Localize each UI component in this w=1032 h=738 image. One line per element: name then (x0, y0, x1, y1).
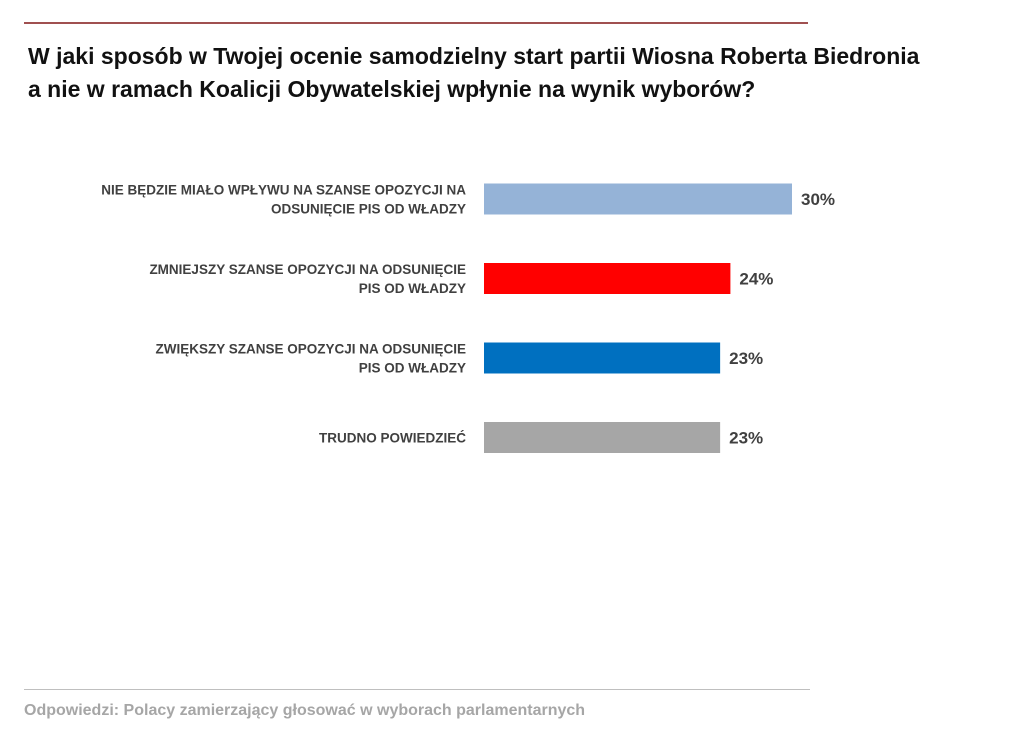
category-label-3-line-1: ZWIĘKSZY SZANSE OPOZYCJI NA ODSUNIĘCIE (155, 342, 466, 357)
category-label-2-line-1: ZMNIEJSZY SZANSE OPOZYCJI NA ODSUNIĘCIE (149, 262, 466, 277)
value-label-2: 24% (739, 270, 773, 289)
bottom-divider (24, 689, 810, 690)
bar-1 (484, 183, 792, 215)
bar-4 (484, 422, 721, 453)
bar-chart: 30% NIE BĘDZIE MIAŁO WPŁYWU NA SZANSE OPO… (101, 183, 835, 453)
category-label-2-line-2: PIS OD WŁADZY (359, 281, 466, 296)
chart-title: W jaki sposób w Twojej ocenie samodzieln… (28, 43, 920, 102)
value-label-1: 30% (801, 190, 835, 209)
value-label-4: 23% (729, 429, 763, 448)
footnote: Odpowiedzi: Polacy zamierzający głosować… (24, 702, 586, 719)
category-label-3-line-2: PIS OD WŁADZY (359, 361, 466, 376)
category-label-4-line-1: TRUDNO POWIEDZIEĆ (319, 431, 466, 446)
value-label-3: 23% (729, 349, 763, 368)
top-divider (24, 22, 808, 24)
bar-2 (484, 263, 731, 294)
category-label-1-line-2: ODSUNIĘCIE PIS OD WŁADZY (271, 202, 466, 217)
bar-3 (484, 342, 721, 374)
category-label-1-line-1: NIE BĘDZIE MIAŁO WPŁYWU NA SZANSE OPOZYC… (101, 183, 466, 198)
